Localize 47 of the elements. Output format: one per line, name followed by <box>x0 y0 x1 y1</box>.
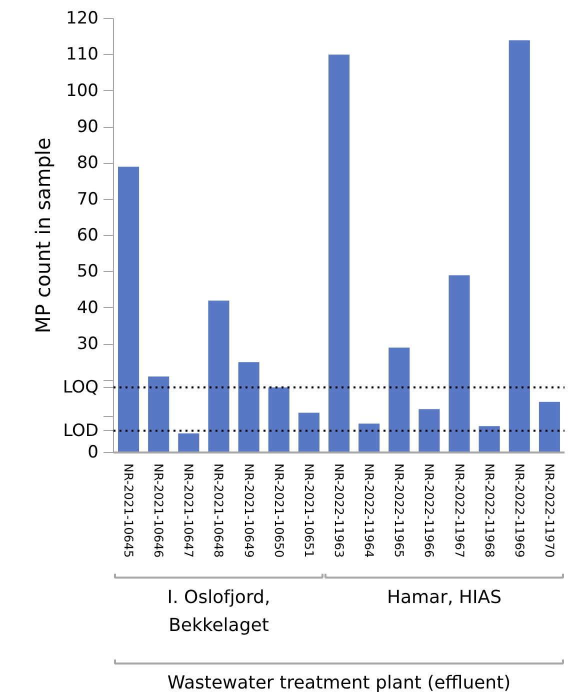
y-tick-label: 40 <box>76 298 99 318</box>
text: Wastewater treatment plant (effluent) <box>167 672 511 692</box>
x-tick-label: NR-2022-11969 <box>512 464 526 558</box>
bar <box>418 409 440 452</box>
y-tick-label: 100 <box>66 80 99 101</box>
y-tick-label: 50 <box>76 262 99 282</box>
bar <box>268 387 290 452</box>
bar <box>208 300 230 452</box>
y-tick-label: 0 <box>88 442 99 462</box>
x-tick-label: NR-2022-11965 <box>392 464 406 558</box>
bar <box>448 275 470 452</box>
x-tick-label: NR-2021-10648 <box>212 464 226 558</box>
x-tick-label: NR-2022-11970 <box>542 464 556 558</box>
y-tick-label: 60 <box>76 226 99 246</box>
x-tick-label: NR-2021-10647 <box>182 464 196 558</box>
bar <box>478 426 500 452</box>
y-tick-label: 90 <box>76 117 99 137</box>
bar <box>298 412 320 452</box>
y-tick-label: 30 <box>76 334 99 354</box>
x-tick-label: NR-2022-11967 <box>452 464 466 558</box>
x-tick-label: NR-2021-10651 <box>302 464 316 558</box>
x-tick-label: NR-2022-11963 <box>332 464 346 558</box>
y-tick-label: 110 <box>66 44 99 65</box>
y-tick-label: 120 <box>66 8 99 28</box>
text: Hamar, HIAS <box>386 586 502 608</box>
x-tick-label: NR-2021-10646 <box>152 464 166 558</box>
x-tick-label: NR-2022-11964 <box>362 464 376 558</box>
y-axis-title: MP count in sample <box>30 138 55 334</box>
y-tick-label: 80 <box>76 153 99 174</box>
bar <box>118 166 140 452</box>
bar <box>238 362 260 452</box>
x-tick-label: NR-2022-11966 <box>422 464 436 558</box>
bar <box>148 376 170 452</box>
bar <box>388 348 410 452</box>
x-tick-label: NR-2021-10645 <box>122 464 136 558</box>
x-tick-label: NR-2022-11968 <box>482 464 496 558</box>
x-tick-label: NR-2021-10649 <box>242 464 256 558</box>
bar <box>178 433 200 452</box>
bar <box>538 402 560 452</box>
bar <box>508 40 530 452</box>
bar <box>328 54 350 452</box>
bar <box>358 424 380 452</box>
y-tick-label: LOD <box>63 420 99 441</box>
text: I. Oslofjord, Bekkelaget <box>167 586 270 636</box>
x-tick-label: NR-2021-10650 <box>272 464 286 558</box>
y-tick-label: LOQ <box>62 377 99 398</box>
y-tick-label: 70 <box>76 189 99 210</box>
